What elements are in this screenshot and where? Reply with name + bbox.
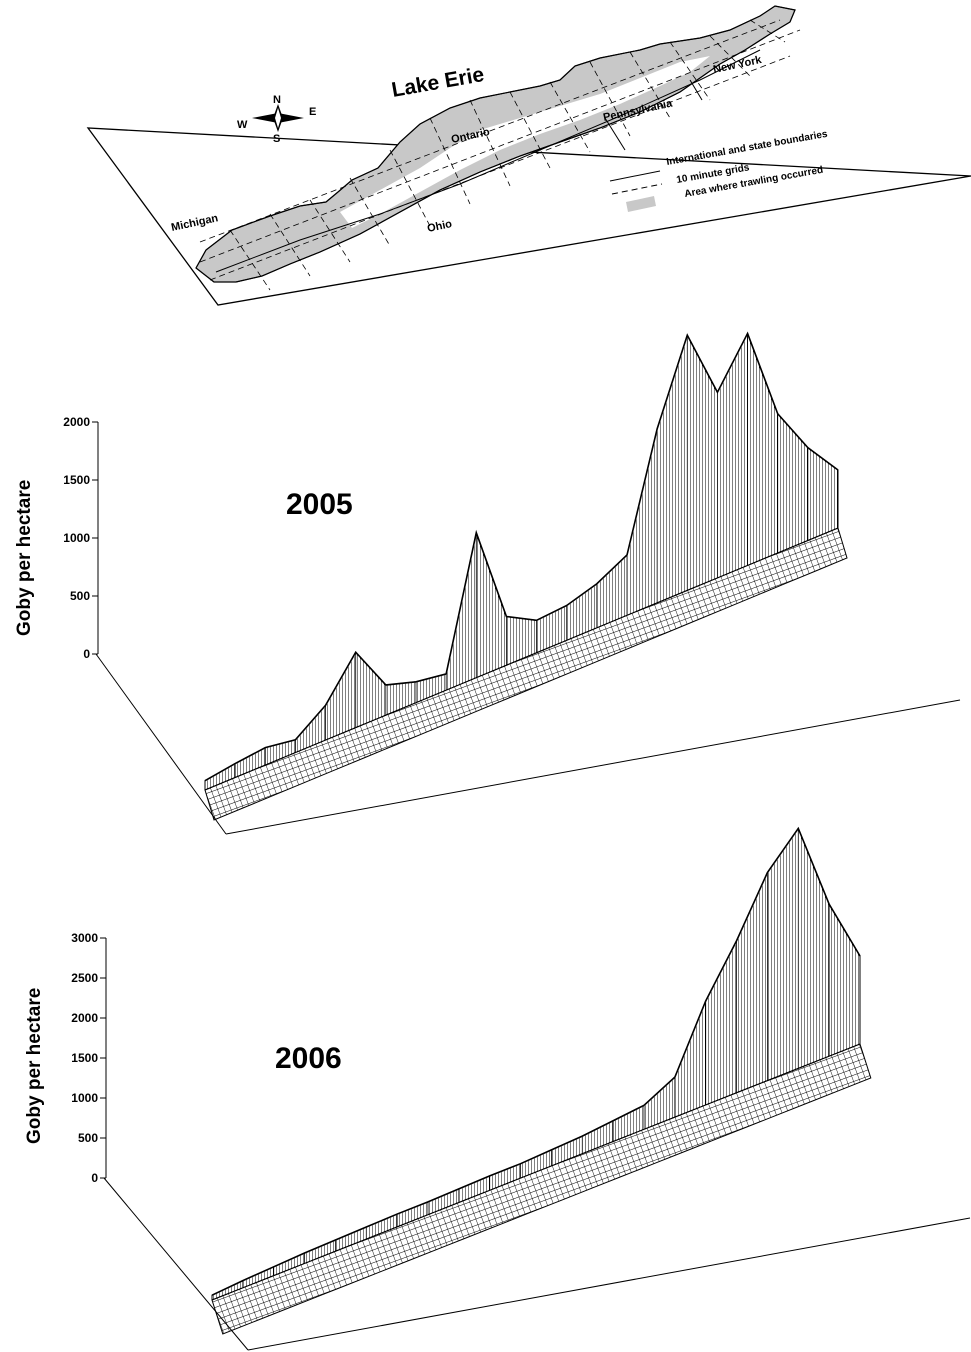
ytick-label: 1000 [63, 531, 90, 545]
surface-ridge-line [204, 331, 839, 782]
compass-w: W [237, 119, 248, 131]
floor-left-2005 [95, 653, 227, 835]
map-title: Lake Erie [390, 63, 486, 102]
ytick-label: 2500 [71, 971, 98, 985]
ytick-label: 500 [70, 589, 90, 603]
lake-untrawled-area [340, 56, 710, 228]
legend-solid-line [609, 170, 661, 182]
compass-rose-icon: N S E W [237, 94, 316, 145]
compass-e: E [309, 106, 316, 118]
ytick-label: 1500 [71, 1051, 98, 1065]
ten-minute-grid [199, 19, 801, 291]
ytick-label: 0 [83, 647, 90, 661]
map-legend: International and state boundaries 10 mi… [609, 129, 829, 212]
ytick-label: 3000 [71, 931, 98, 945]
floor-front-2006 [247, 1217, 971, 1351]
label-michigan: Michigan [170, 212, 219, 234]
ytick-label: 0 [91, 1171, 98, 1185]
lake-erie-map: N S E W Lake Erie Michigan Ontario Ohio … [86, 5, 971, 306]
yticks-2005: 0 500 1000 1500 2000 [63, 415, 98, 661]
compass-n: N [273, 94, 281, 106]
ylabel-2005: Goby per hectare [14, 480, 35, 636]
ytick-label: 1000 [71, 1091, 98, 1105]
year-label-2006: 2006 [275, 1042, 342, 1075]
ytick-label: 1500 [63, 473, 90, 487]
legend-dashed-line [611, 183, 663, 195]
surface-2005 [204, 331, 848, 821]
lake-outline [195, 5, 796, 283]
surface-floor-band [204, 527, 848, 821]
legend-gray-swatch [626, 196, 656, 212]
floor-front-2005 [225, 699, 961, 835]
chart-2006: 0 500 1000 1500 2000 2500 3000 Goby per hectar… [24, 826, 971, 1351]
state-boundary-ny [689, 79, 703, 101]
year-label-2005: 2005 [286, 488, 353, 521]
ytick-label: 2000 [63, 415, 90, 429]
surface-ridge-line [211, 826, 861, 1296]
compass-s: S [273, 133, 280, 145]
surface-floor-band [211, 1043, 872, 1335]
ytick-label: 500 [78, 1131, 98, 1145]
surface-mesh [204, 332, 839, 791]
state-boundary-pa [604, 117, 626, 151]
label-ohio: Ohio [426, 218, 453, 235]
ytick-label: 2000 [71, 1011, 98, 1025]
yticks-2006: 0 500 1000 1500 2000 2500 3000 [71, 931, 106, 1185]
ylabel-2006: Goby per hectare [24, 988, 45, 1144]
surface-2006 [211, 826, 872, 1335]
chart-2005: 0 500 1000 1500 2000 Goby per hectare 2005 [14, 331, 961, 835]
international-boundary [215, 49, 761, 273]
